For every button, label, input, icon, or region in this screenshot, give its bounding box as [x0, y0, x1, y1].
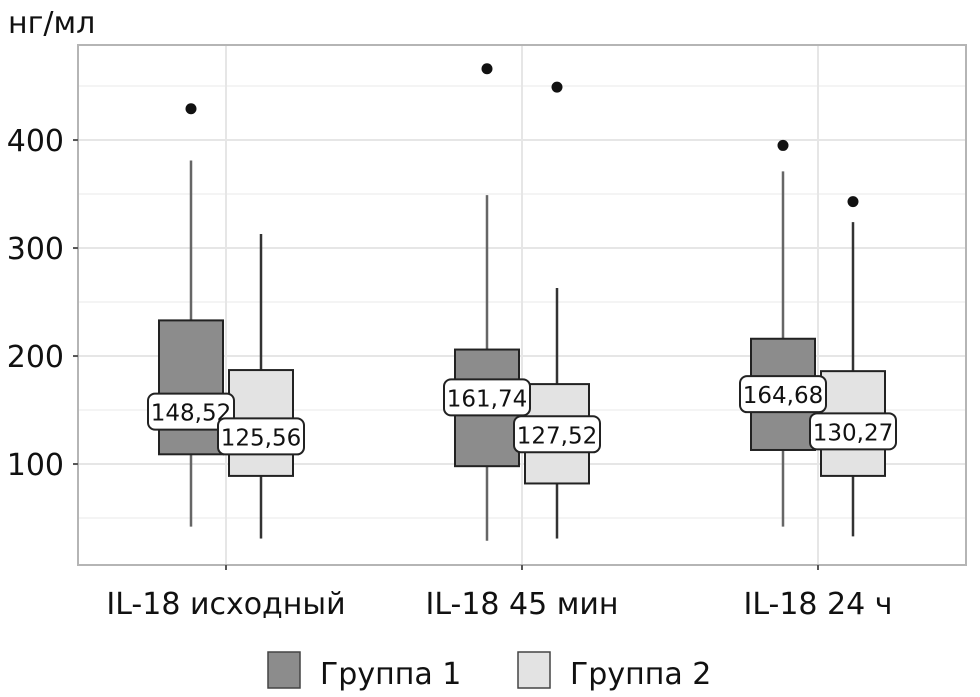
box-2-2: [524, 81, 590, 539]
median-label-text: 127,52: [517, 423, 597, 449]
box-1-3: [750, 139, 816, 527]
median-label-box: [443, 378, 531, 417]
box-2-1: [228, 233, 294, 539]
x-tick-label: IL-18 исходный: [106, 587, 345, 622]
outlier-point: [847, 196, 859, 208]
outlier-point: [777, 139, 789, 151]
grid: [78, 45, 966, 565]
legend-label: Группа 2: [570, 657, 711, 692]
legend-item-2: Группа 2: [517, 651, 711, 692]
median-label-box: [513, 415, 601, 454]
median-label-box: [217, 417, 305, 456]
y-tick-label: 200: [7, 340, 64, 375]
y-axis-unit-label: нг/мл: [8, 6, 95, 41]
median-label-text: 130,27: [813, 420, 893, 446]
y-tick-label: 400: [7, 124, 64, 159]
median-label-1-2: 161,74: [443, 378, 531, 417]
legend-swatch: [267, 651, 301, 689]
iqr-box: [158, 319, 224, 456]
y-tick-label: 300: [7, 232, 64, 267]
median-label-2-2: 127,52: [513, 415, 601, 454]
median-label-text: 164,68: [743, 383, 823, 409]
median-label-box: [809, 412, 897, 451]
outlier-point: [551, 81, 563, 93]
legend: Группа 1 Группа 2: [267, 651, 711, 692]
median-label-text: 161,74: [447, 386, 527, 412]
median-label-box: [147, 392, 235, 431]
box-1-1: [158, 103, 224, 527]
median-label-2-3: 130,27: [809, 412, 897, 451]
outlier-point: [185, 103, 197, 115]
x-axis-ticks: IL-18 исходный IL-18 45 мин IL-18 24 ч: [106, 565, 893, 622]
legend-item-1: Группа 1: [267, 651, 461, 692]
legend-swatch: [517, 651, 551, 689]
legend-label: Группа 1: [320, 657, 461, 692]
y-tick-label: 100: [7, 448, 64, 483]
x-tick-label: IL-18 24 ч: [743, 587, 892, 622]
median-label-2-1: 125,56: [217, 417, 305, 456]
median-label-box: [739, 375, 827, 414]
median-label-text: 125,56: [221, 425, 301, 451]
y-axis-ticks: 100 200 300 400: [7, 124, 78, 483]
outlier-point: [481, 63, 493, 75]
x-tick-label: IL-18 45 мин: [425, 587, 618, 622]
median-label-1-3: 164,68: [739, 375, 827, 414]
